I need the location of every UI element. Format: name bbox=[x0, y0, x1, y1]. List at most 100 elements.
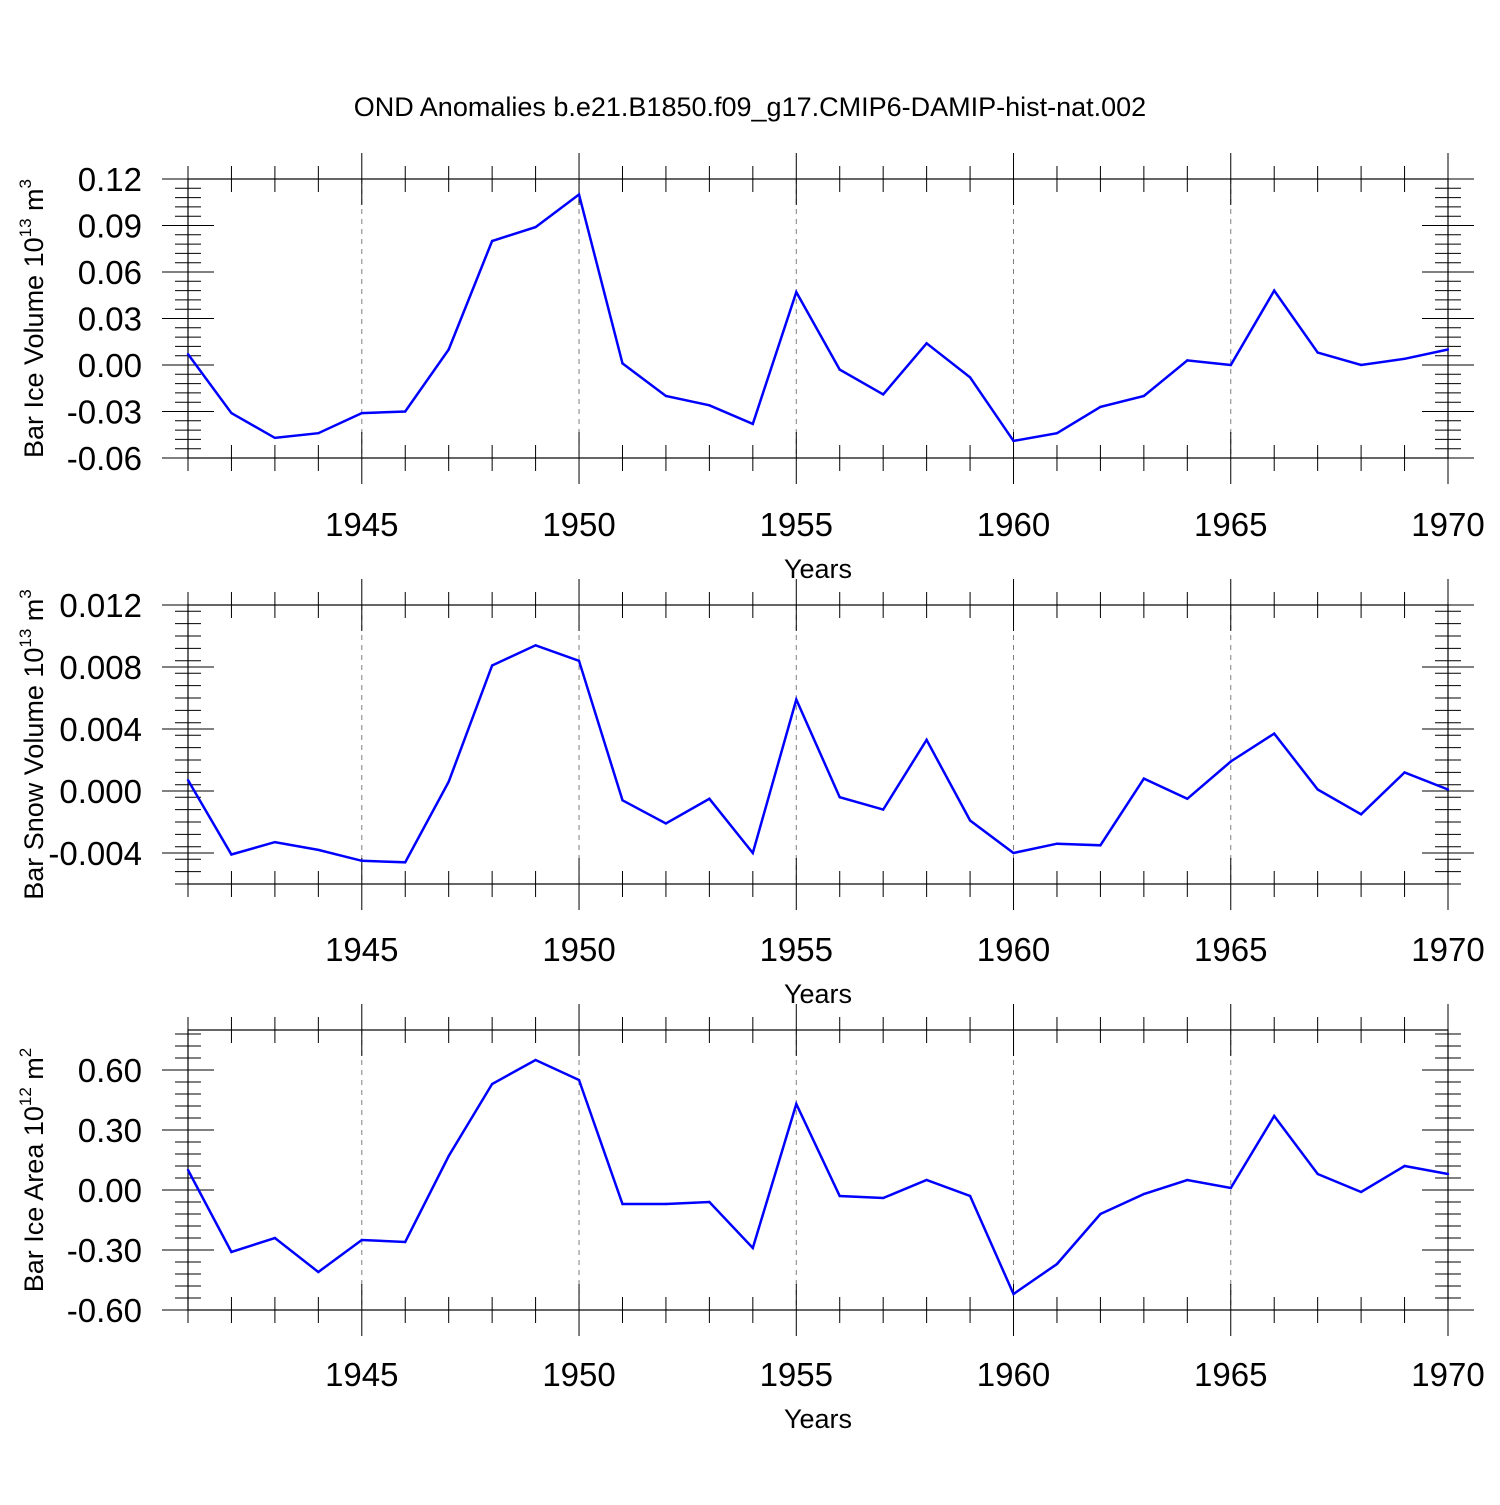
data-point-1942 bbox=[230, 411, 233, 415]
x-tick-label: 1970 bbox=[1411, 1356, 1484, 1393]
data-point-1950 bbox=[577, 1078, 581, 1082]
y-axis-title-superscript: 12 bbox=[16, 1087, 35, 1106]
y-tick-label: -0.06 bbox=[67, 440, 142, 477]
data-point-1957 bbox=[881, 808, 885, 811]
data-point-1942 bbox=[230, 1250, 233, 1254]
data-point-1941 bbox=[186, 1168, 190, 1172]
data-point-1962 bbox=[1099, 405, 1102, 409]
y-axis-title-part: Bar Snow Volume 10 bbox=[19, 648, 49, 900]
data-point-1966 bbox=[1273, 1114, 1276, 1118]
x-tick-label: 1950 bbox=[542, 506, 615, 543]
data-point-1946 bbox=[404, 1240, 407, 1244]
data-point-1963 bbox=[1142, 394, 1146, 398]
data-point-1941 bbox=[186, 778, 190, 782]
x-axis-title: Years bbox=[784, 554, 852, 584]
data-point-1950 bbox=[577, 659, 581, 662]
x-tick-label: 1945 bbox=[325, 931, 398, 968]
data-point-1960 bbox=[1012, 439, 1015, 443]
data-point-1953 bbox=[708, 404, 711, 407]
data-point-1952 bbox=[664, 822, 668, 825]
y-axis-title: Bar Ice Volume 1013 m3 bbox=[16, 179, 49, 458]
data-point-1961 bbox=[1055, 432, 1059, 435]
data-point-1958 bbox=[925, 738, 928, 742]
data-point-1970 bbox=[1446, 1172, 1450, 1176]
data-point-1948 bbox=[490, 664, 494, 667]
data-point-1965 bbox=[1229, 760, 1232, 763]
data-point-1959 bbox=[968, 819, 972, 822]
data-point-1947 bbox=[447, 1154, 450, 1158]
x-tick-label: 1960 bbox=[977, 1356, 1050, 1393]
x-tick-label: 1955 bbox=[760, 506, 833, 543]
data-point-1968 bbox=[1359, 1190, 1363, 1194]
y-tick-label: 0.30 bbox=[78, 1112, 142, 1149]
data-point-1961 bbox=[1055, 1262, 1059, 1266]
data-point-1946 bbox=[404, 410, 407, 413]
data-point-1955 bbox=[795, 1102, 798, 1106]
data-point-1966 bbox=[1273, 732, 1276, 735]
y-tick-label: 0.09 bbox=[78, 208, 142, 245]
data-point-1968 bbox=[1359, 813, 1363, 816]
y-tick-label: 0.03 bbox=[78, 301, 142, 338]
data-point-1954 bbox=[751, 422, 755, 426]
x-tick-label: 1970 bbox=[1411, 931, 1484, 968]
y-axis-title-part: Bar Ice Volume 10 bbox=[19, 237, 49, 458]
data-point-1966 bbox=[1273, 289, 1276, 292]
x-axis-title: Years bbox=[784, 1404, 852, 1434]
y-axis-title-superscript: 13 bbox=[16, 629, 35, 648]
y-axis-title-superscript: 3 bbox=[16, 589, 35, 598]
data-point-1950 bbox=[577, 193, 581, 196]
y-tick-label: 0.60 bbox=[78, 1052, 142, 1089]
data-point-1943 bbox=[273, 436, 277, 440]
y-axis-title: Bar Ice Area 1012 m2 bbox=[16, 1048, 49, 1293]
data-point-1969 bbox=[1403, 771, 1406, 774]
data-point-1968 bbox=[1359, 363, 1363, 367]
y-axis-title-superscript: 3 bbox=[16, 179, 35, 188]
data-point-1944 bbox=[317, 848, 320, 852]
data-point-1958 bbox=[925, 1178, 928, 1182]
data-point-1954 bbox=[751, 1246, 755, 1250]
data-point-1957 bbox=[881, 393, 885, 396]
data-point-1967 bbox=[1316, 351, 1319, 354]
data-point-1946 bbox=[404, 861, 407, 864]
y-axis-title: Bar Snow Volume 1013 m3 bbox=[16, 589, 49, 900]
data-point-1963 bbox=[1142, 1192, 1146, 1196]
data-point-1951 bbox=[621, 1202, 624, 1206]
data-point-1967 bbox=[1316, 788, 1319, 791]
y-tick-label: -0.004 bbox=[48, 835, 142, 872]
data-point-1947 bbox=[447, 780, 450, 783]
chart-title: OND Anomalies b.e21.B1850.f09_g17.CMIP6-… bbox=[354, 92, 1146, 122]
data-point-1964 bbox=[1186, 797, 1189, 800]
data-point-1965 bbox=[1229, 1186, 1232, 1190]
data-point-1956 bbox=[838, 1194, 841, 1198]
y-axis-title-part: m bbox=[19, 599, 49, 629]
data-point-1956 bbox=[838, 796, 841, 799]
data-point-1959 bbox=[968, 1194, 972, 1198]
y-tick-label: 0.00 bbox=[78, 347, 142, 384]
data-point-1955 bbox=[795, 290, 798, 294]
y-tick-label: 0.008 bbox=[59, 649, 142, 686]
data-point-1947 bbox=[447, 348, 450, 351]
x-tick-label: 1960 bbox=[977, 506, 1050, 543]
data-point-1959 bbox=[968, 376, 972, 379]
data-point-1957 bbox=[881, 1196, 885, 1200]
data-point-1948 bbox=[490, 1082, 494, 1086]
y-tick-label: 0.00 bbox=[78, 1172, 142, 1209]
y-tick-label: 0.12 bbox=[78, 161, 142, 198]
data-point-1954 bbox=[751, 851, 755, 855]
data-point-1943 bbox=[273, 1236, 277, 1240]
data-point-1941 bbox=[186, 352, 190, 356]
y-tick-label: 0.06 bbox=[78, 254, 142, 291]
data-point-1964 bbox=[1186, 359, 1189, 362]
data-point-1944 bbox=[317, 1270, 320, 1274]
series-line bbox=[186, 192, 1449, 443]
y-axis-title-superscript: 2 bbox=[16, 1048, 35, 1057]
y-axis-title-part: m bbox=[19, 188, 49, 218]
data-point-1951 bbox=[621, 362, 624, 365]
data-point-1949 bbox=[534, 225, 537, 229]
x-tick-label: 1965 bbox=[1194, 506, 1267, 543]
y-tick-label: -0.30 bbox=[67, 1232, 142, 1269]
y-axis-title-part: Bar Ice Area 10 bbox=[19, 1106, 49, 1292]
x-tick-label: 1950 bbox=[542, 931, 615, 968]
x-tick-label: 1950 bbox=[542, 1356, 615, 1393]
